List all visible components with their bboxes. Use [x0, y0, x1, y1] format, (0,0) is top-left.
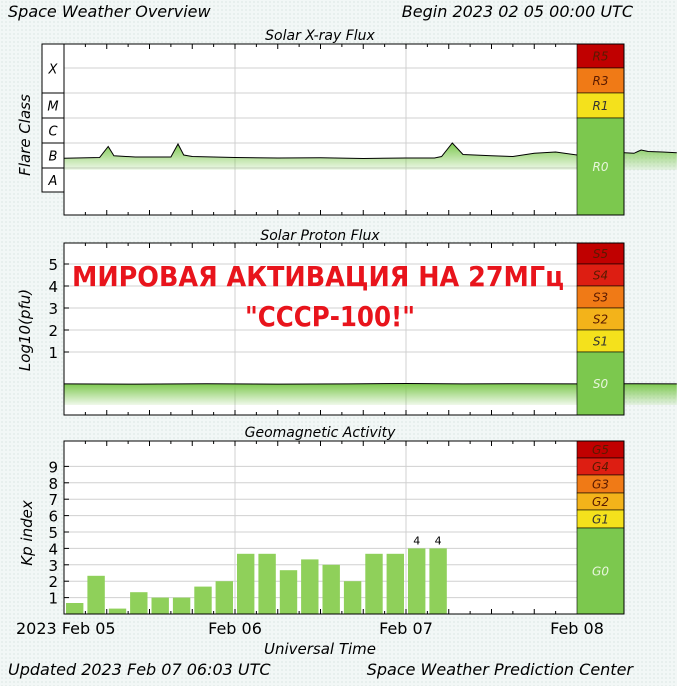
- xray-scale-level: [576, 92, 625, 119]
- kp-data-label: 4: [413, 534, 420, 547]
- proton-scale-label: S3: [593, 291, 608, 305]
- xray-scale-level: [576, 67, 625, 94]
- proton-scale-level: [576, 351, 625, 416]
- kp-data-label: 4: [435, 534, 442, 547]
- xray-flux-area: [64, 143, 677, 170]
- x-tick-label: Feb 08: [550, 619, 604, 638]
- kp-bar: [237, 553, 255, 614]
- overlay-line-2: "СССР-100!": [245, 300, 415, 333]
- proton-panel-title: Solar Proton Flux: [260, 228, 380, 244]
- proton-ytick-label: 5: [48, 256, 58, 274]
- kp-scale-label: G2: [592, 495, 609, 509]
- kp-bar: [343, 581, 362, 614]
- proton-scale-label: S5: [593, 247, 608, 261]
- kp-ytick-label: 4: [48, 540, 58, 558]
- xray-scale-label: R1: [593, 99, 609, 113]
- xray-scale-level: [576, 117, 625, 216]
- xray-scale-label: R0: [593, 160, 609, 174]
- kp-ytick-label: 5: [48, 524, 58, 542]
- kp-bar: [87, 575, 105, 614]
- xray-border: [63, 43, 625, 216]
- kp-scale-label: G0: [592, 565, 609, 579]
- xray-panel-title: Solar X-ray Flux: [265, 28, 375, 44]
- kp-bar: [172, 597, 191, 614]
- xray-class-label: M: [47, 100, 58, 115]
- page-title: Space Weather Overview: [8, 2, 211, 21]
- xray-class-label: C: [48, 125, 58, 140]
- kp-ytick-label: 2: [48, 573, 58, 591]
- xray-class-label: X: [48, 63, 59, 78]
- proton-flux-area: [64, 383, 677, 405]
- kp-scale-label: G3: [592, 478, 609, 492]
- kp-bar: [386, 553, 404, 614]
- proton-border: [63, 242, 625, 416]
- kp-bar: [258, 553, 276, 614]
- proton-ytick-label: 2: [48, 322, 58, 340]
- kp-bar: [408, 548, 426, 614]
- kp-bar: [194, 586, 212, 614]
- x-tick-label: Feb 06: [208, 619, 262, 638]
- x-axis-title: Universal Time: [264, 640, 376, 658]
- xray-class-label: A: [48, 174, 58, 189]
- kp-bar: [322, 564, 340, 614]
- proton-ytick-label: 1: [48, 344, 58, 362]
- kp-bar: [108, 608, 127, 614]
- kp-bar: [279, 570, 298, 614]
- kp-ytick-label: 1: [48, 590, 58, 608]
- xray-scale-label: R5: [593, 50, 609, 64]
- proton-scale-label: S2: [593, 313, 608, 327]
- kp-scale-label: G1: [592, 513, 609, 527]
- xray-scale-label: R3: [593, 74, 609, 88]
- kp-border: [63, 440, 625, 615]
- xray-bg: [64, 44, 577, 215]
- kp-bar: [130, 592, 148, 614]
- overlay-line-1: МИРОВАЯ АКТИВАЦИЯ НА 27МГц: [72, 260, 564, 293]
- kp-scale-label: G4: [592, 460, 609, 474]
- center-name: Space Weather Prediction Center: [367, 660, 635, 679]
- kp-ytick-label: 3: [48, 557, 58, 575]
- begin-time: Begin 2023 02 05 00:00 UTC: [402, 2, 634, 21]
- proton-scale-label: S1: [593, 335, 608, 349]
- updated-time: Updated 2023 Feb 07 06:03 UTC: [8, 660, 271, 679]
- panels-group: ABCMXR5R3R1R012345S5S4S3S2S1S01234567894…: [16, 43, 677, 638]
- proton-ytick-label: 3: [48, 300, 58, 318]
- kp-bar: [151, 597, 169, 614]
- kp-ytick-label: 7: [48, 491, 58, 509]
- kp-ylabel: Kp index: [18, 500, 36, 566]
- kp-ytick-label: 8: [48, 475, 58, 493]
- kp-bar: [429, 548, 447, 614]
- kp-scale-label: G5: [592, 443, 609, 457]
- kp-bar: [301, 559, 319, 614]
- kp-ytick-label: 6: [48, 508, 58, 526]
- kp-ytick-label: 9: [48, 458, 58, 476]
- xray-scale-level: [576, 43, 625, 69]
- geomag-panel-title: Geomagnetic Activity: [245, 425, 396, 441]
- xray-class-label: B: [49, 150, 58, 165]
- kp-bar: [66, 603, 84, 614]
- proton-ylabel: Log10(pfu): [16, 289, 34, 371]
- proton-ytick-label: 4: [48, 278, 58, 296]
- kp-bar: [215, 581, 233, 614]
- kp-bar: [365, 553, 383, 614]
- kp-bg: [64, 441, 577, 614]
- kp-scale-level: [576, 527, 625, 615]
- x-tick-label: Feb 07: [379, 619, 433, 638]
- xray-ylabel: Flare Class: [16, 94, 34, 176]
- proton-scale-label: S4: [593, 269, 608, 283]
- x-tick-label: 2023 Feb 05: [16, 619, 116, 638]
- proton-scale-label: S0: [593, 377, 609, 391]
